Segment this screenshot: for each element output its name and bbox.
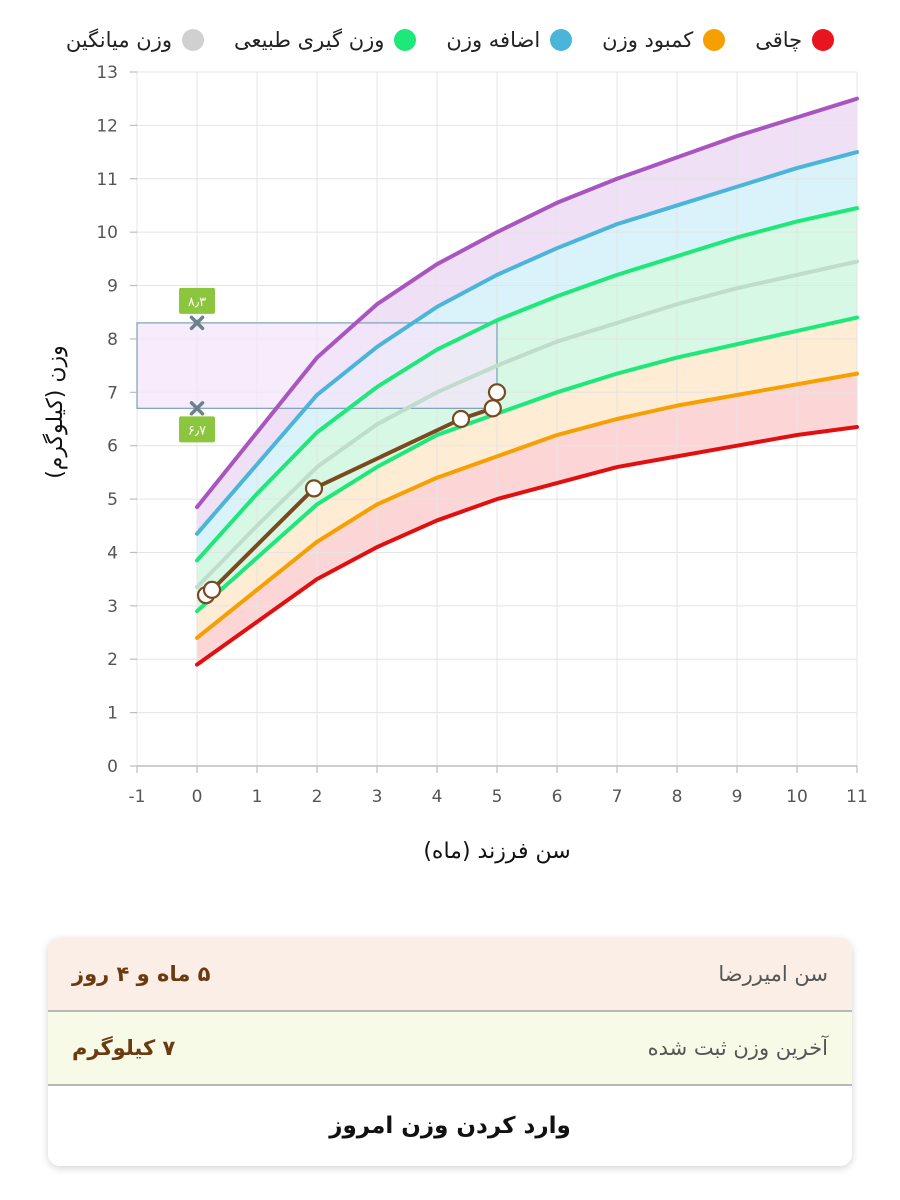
legend-item[interactable]: وزن گیری طبیعی <box>233 28 417 52</box>
child-weight-point <box>202 580 222 599</box>
child-weight-point <box>304 479 324 498</box>
legend-label: کمبود وزن <box>602 28 694 52</box>
child-age-label: سن امیررضا <box>718 962 828 986</box>
percentile-band <box>197 317 857 638</box>
x-tick-label: 1 <box>252 787 263 807</box>
child-info-card: سن امیررضا ۵ ماه و ۴ روز آخرین وزن ثبت ش… <box>48 938 852 1166</box>
last-weight-value: ۷ کیلوگرم <box>72 1036 176 1060</box>
range-high-badge: ۸٫۳ <box>188 295 206 310</box>
legend-dot-icon <box>181 29 204 51</box>
y-tick-label: 6 <box>107 437 118 457</box>
percentile-line <box>195 206 859 563</box>
y-tick-label: 8 <box>107 330 118 350</box>
x-tick-label: 5 <box>492 787 503 807</box>
cross-stroke <box>189 401 205 416</box>
legend-dot-icon <box>703 29 726 51</box>
percentile-band <box>197 98 857 534</box>
y-tick-label: 11 <box>96 170 118 190</box>
x-tick-label: 8 <box>672 787 683 807</box>
percentile-band <box>197 208 857 612</box>
percentile-lines <box>195 96 859 667</box>
enter-today-weight-button[interactable]: وارد کردن وزن امروز <box>48 1086 852 1166</box>
child-weight-point <box>487 383 507 402</box>
x-tick-label: 3 <box>372 787 383 807</box>
x-tick-label: 6 <box>552 787 563 807</box>
y-tick-label: 3 <box>107 597 118 617</box>
x-tick-label: 0 <box>192 787 203 807</box>
child-weight-series <box>196 383 507 605</box>
range-high-badge-bg <box>179 287 215 314</box>
y-tick-label: 5 <box>107 490 118 510</box>
range-low-marker-icon <box>189 401 205 416</box>
x-tick-label: 11 <box>846 787 868 807</box>
y-tick-label: 2 <box>107 650 118 670</box>
percentile-line <box>195 315 859 614</box>
range-high-marker-icon <box>189 315 205 331</box>
child-age-row: سن امیررضا ۵ ماه و ۴ روز <box>48 938 852 1012</box>
legend-dot-icon <box>394 29 417 51</box>
y-tick-label: 13 <box>96 63 118 83</box>
range-low-badge-bg <box>179 416 215 443</box>
legend-label: چاقی <box>755 28 803 52</box>
legend-item[interactable]: اضافه وزن <box>446 28 573 52</box>
percentile-line <box>195 371 859 640</box>
legend-dot-icon <box>812 29 835 51</box>
y-tick-label: 1 <box>107 704 118 724</box>
range-low-badge: ۶٫۷ <box>188 423 206 438</box>
child-weight-point <box>451 409 471 429</box>
legend-label: وزن گیری طبیعی <box>233 28 385 52</box>
x-tick-label: 9 <box>732 787 743 807</box>
percentile-line <box>195 96 859 510</box>
percentile-line <box>195 150 859 536</box>
percentile-bands <box>197 98 857 665</box>
legend-label: اضافه وزن <box>446 28 541 52</box>
x-tick-label: 7 <box>612 787 623 807</box>
chart-legend: چاقی کمبود وزن اضافه وزن وزن گیری طبیعی وزن … <box>0 14 900 66</box>
last-weight-label: آخرین وزن ثبت شده <box>647 1036 828 1060</box>
cross-stroke <box>189 315 205 331</box>
x-tick-label: 10 <box>786 787 808 807</box>
percentile-band <box>197 152 857 561</box>
percentile-line <box>195 259 859 590</box>
x-tick-label: 4 <box>432 787 443 807</box>
child-weight-point <box>483 399 502 418</box>
x-tick-label: 2 <box>312 787 323 807</box>
growth-chart: ۸٫۳۶٫۷ -1 0 1 2 3 4 5 6 7 8 9 10 1101234567891011121… <box>42 63 868 864</box>
legend-item[interactable]: وزن میانگین <box>66 28 204 52</box>
y-tick-label: 7 <box>107 383 118 403</box>
percentile-band <box>197 373 857 665</box>
legend-label: وزن میانگین <box>65 28 172 52</box>
normal-range-markers: ۸٫۳ ۶٫۷ <box>179 287 215 443</box>
y-tick-label: 0 <box>107 757 118 777</box>
x-axis-title: سن فرزند (ماه) <box>423 839 570 864</box>
child-age-value: ۵ ماه و ۴ روز <box>72 962 211 986</box>
y-axis-title: وزن (کیلوگرم) <box>42 345 68 479</box>
y-tick-label: 9 <box>107 277 118 297</box>
y-tick-label: 12 <box>96 116 118 136</box>
percentile-line <box>195 425 859 667</box>
y-tick-label: 4 <box>107 543 118 563</box>
y-tick-label: 10 <box>96 223 118 243</box>
legend-item[interactable]: چاقی <box>755 28 835 52</box>
legend-dot-icon <box>550 29 573 51</box>
last-weight-row: آخرین وزن ثبت شده ۷ کیلوگرم <box>48 1012 852 1086</box>
x-tick-label: -1 <box>129 787 146 807</box>
legend-item[interactable]: کمبود وزن <box>602 28 726 52</box>
